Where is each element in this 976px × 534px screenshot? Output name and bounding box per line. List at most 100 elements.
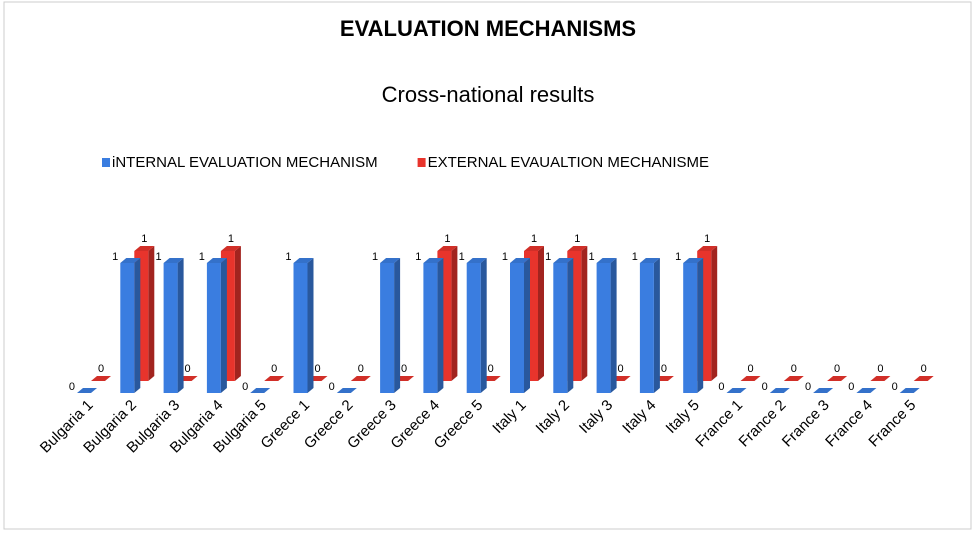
bar-side: [394, 258, 401, 393]
bar-top: [336, 388, 357, 393]
bar-side: [653, 258, 660, 393]
data-label: 1: [372, 251, 378, 263]
bar: [163, 258, 184, 393]
data-label: 0: [98, 363, 104, 375]
bar: [423, 258, 444, 393]
data-label: 1: [574, 233, 580, 245]
bar: [913, 376, 934, 381]
bar: [293, 258, 314, 393]
bar-top: [264, 376, 285, 381]
bar: [77, 388, 97, 393]
data-label: 1: [675, 251, 681, 263]
bar-top: [250, 388, 271, 393]
bar-top: [899, 388, 920, 393]
bar: [380, 258, 401, 393]
data-label: 0: [921, 363, 927, 375]
bar-side: [581, 246, 588, 381]
bar-front: [553, 263, 568, 393]
bar-top: [553, 258, 574, 263]
bar: [510, 258, 530, 393]
bar-top: [120, 258, 141, 263]
bar: [466, 258, 487, 393]
bar-side: [697, 258, 704, 393]
data-label: 1: [459, 251, 465, 263]
bar-side: [524, 258, 530, 393]
data-label: 1: [415, 251, 421, 263]
data-label: 0: [661, 363, 667, 375]
data-label: 1: [704, 233, 710, 245]
bar: [769, 388, 790, 393]
data-label: 1: [155, 251, 161, 263]
bar-front: [639, 263, 654, 393]
bar-top: [596, 258, 617, 263]
bar: [336, 388, 357, 393]
data-label: 1: [141, 233, 147, 245]
bar-top: [466, 258, 487, 263]
bar-top: [350, 376, 371, 381]
bar-top: [769, 388, 790, 393]
bar-top: [827, 376, 848, 381]
bar-top: [697, 246, 718, 251]
bar: [726, 388, 747, 393]
bar-top: [740, 376, 761, 381]
bar-side: [177, 258, 184, 393]
bar-top: [77, 388, 97, 393]
bar: [813, 388, 834, 393]
data-label: 0: [848, 381, 854, 393]
bar-front: [466, 263, 481, 393]
bar-front: [423, 263, 438, 393]
bar: [91, 376, 111, 381]
bar: [827, 376, 848, 381]
data-label: 1: [112, 251, 118, 263]
bar-side: [711, 246, 718, 381]
bar-top: [206, 258, 227, 263]
bar-top: [726, 388, 747, 393]
bar-side: [234, 246, 241, 381]
bar-top: [856, 388, 877, 393]
legend-swatch: [102, 158, 110, 167]
data-label: 0: [488, 363, 494, 375]
bar-top: [510, 258, 530, 263]
bar-side: [437, 258, 444, 393]
bar: [899, 388, 920, 393]
bar-front: [163, 263, 178, 393]
data-label: 0: [185, 363, 191, 375]
bar-top: [220, 246, 241, 251]
bar: [740, 376, 761, 381]
bar-top: [163, 258, 184, 263]
bar-top: [524, 246, 544, 251]
bar-side: [567, 258, 574, 393]
bar-top: [380, 258, 401, 263]
bar-side: [610, 258, 617, 393]
data-label: 0: [877, 363, 883, 375]
bar-top: [91, 376, 111, 381]
bar-side: [538, 246, 544, 381]
bar-top: [813, 388, 834, 393]
bar: [206, 258, 227, 393]
data-label: 1: [531, 233, 537, 245]
bar: [683, 258, 704, 393]
data-label: 0: [892, 381, 898, 393]
data-label: 1: [285, 251, 291, 263]
bar-front: [510, 263, 524, 393]
data-label: 1: [228, 233, 234, 245]
legend-label: EXTERNAL EVAUALTION MECHANISME: [428, 154, 709, 171]
bar-top: [913, 376, 934, 381]
data-label: 1: [502, 251, 508, 263]
bar-front: [206, 263, 221, 393]
bar-side: [148, 246, 155, 381]
bar: [553, 258, 574, 393]
data-label: 1: [545, 251, 551, 263]
data-label: 1: [199, 251, 205, 263]
legend-swatch: [417, 158, 426, 167]
bar-top: [783, 376, 804, 381]
bar-top: [870, 376, 891, 381]
bar: [596, 258, 617, 393]
bar-side: [307, 258, 314, 393]
bar: [350, 376, 371, 381]
bar: [856, 388, 877, 393]
bar-side: [134, 258, 141, 393]
bar-front: [596, 263, 611, 393]
data-label: 1: [444, 233, 450, 245]
